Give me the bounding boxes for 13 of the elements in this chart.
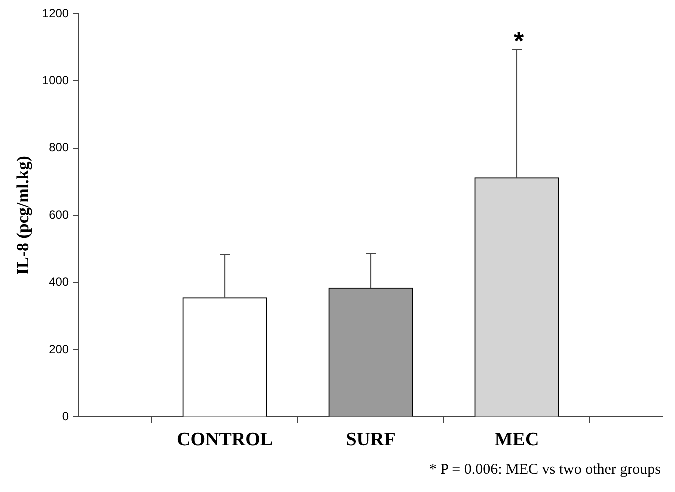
annotation: * bbox=[514, 26, 525, 56]
x-tick-label: SURF bbox=[346, 430, 396, 451]
y-tick-label: 1200 bbox=[42, 6, 70, 20]
y-tick-label: 1000 bbox=[42, 74, 70, 88]
x-tick-label: CONTROL bbox=[177, 430, 274, 451]
text: * P = 0.006: MEC vs two other groups bbox=[429, 462, 661, 479]
x-tick-label: MEC bbox=[494, 430, 540, 451]
y-tick-label: 600 bbox=[49, 208, 70, 222]
y-tick-label: 800 bbox=[49, 140, 70, 155]
y-axis-title: IL-8 (pcg/ml.kg) bbox=[14, 156, 33, 276]
y-tick-label: 200 bbox=[49, 342, 70, 356]
y-tick-label: 400 bbox=[49, 275, 70, 290]
y-tick-label: 0 bbox=[62, 410, 70, 424]
